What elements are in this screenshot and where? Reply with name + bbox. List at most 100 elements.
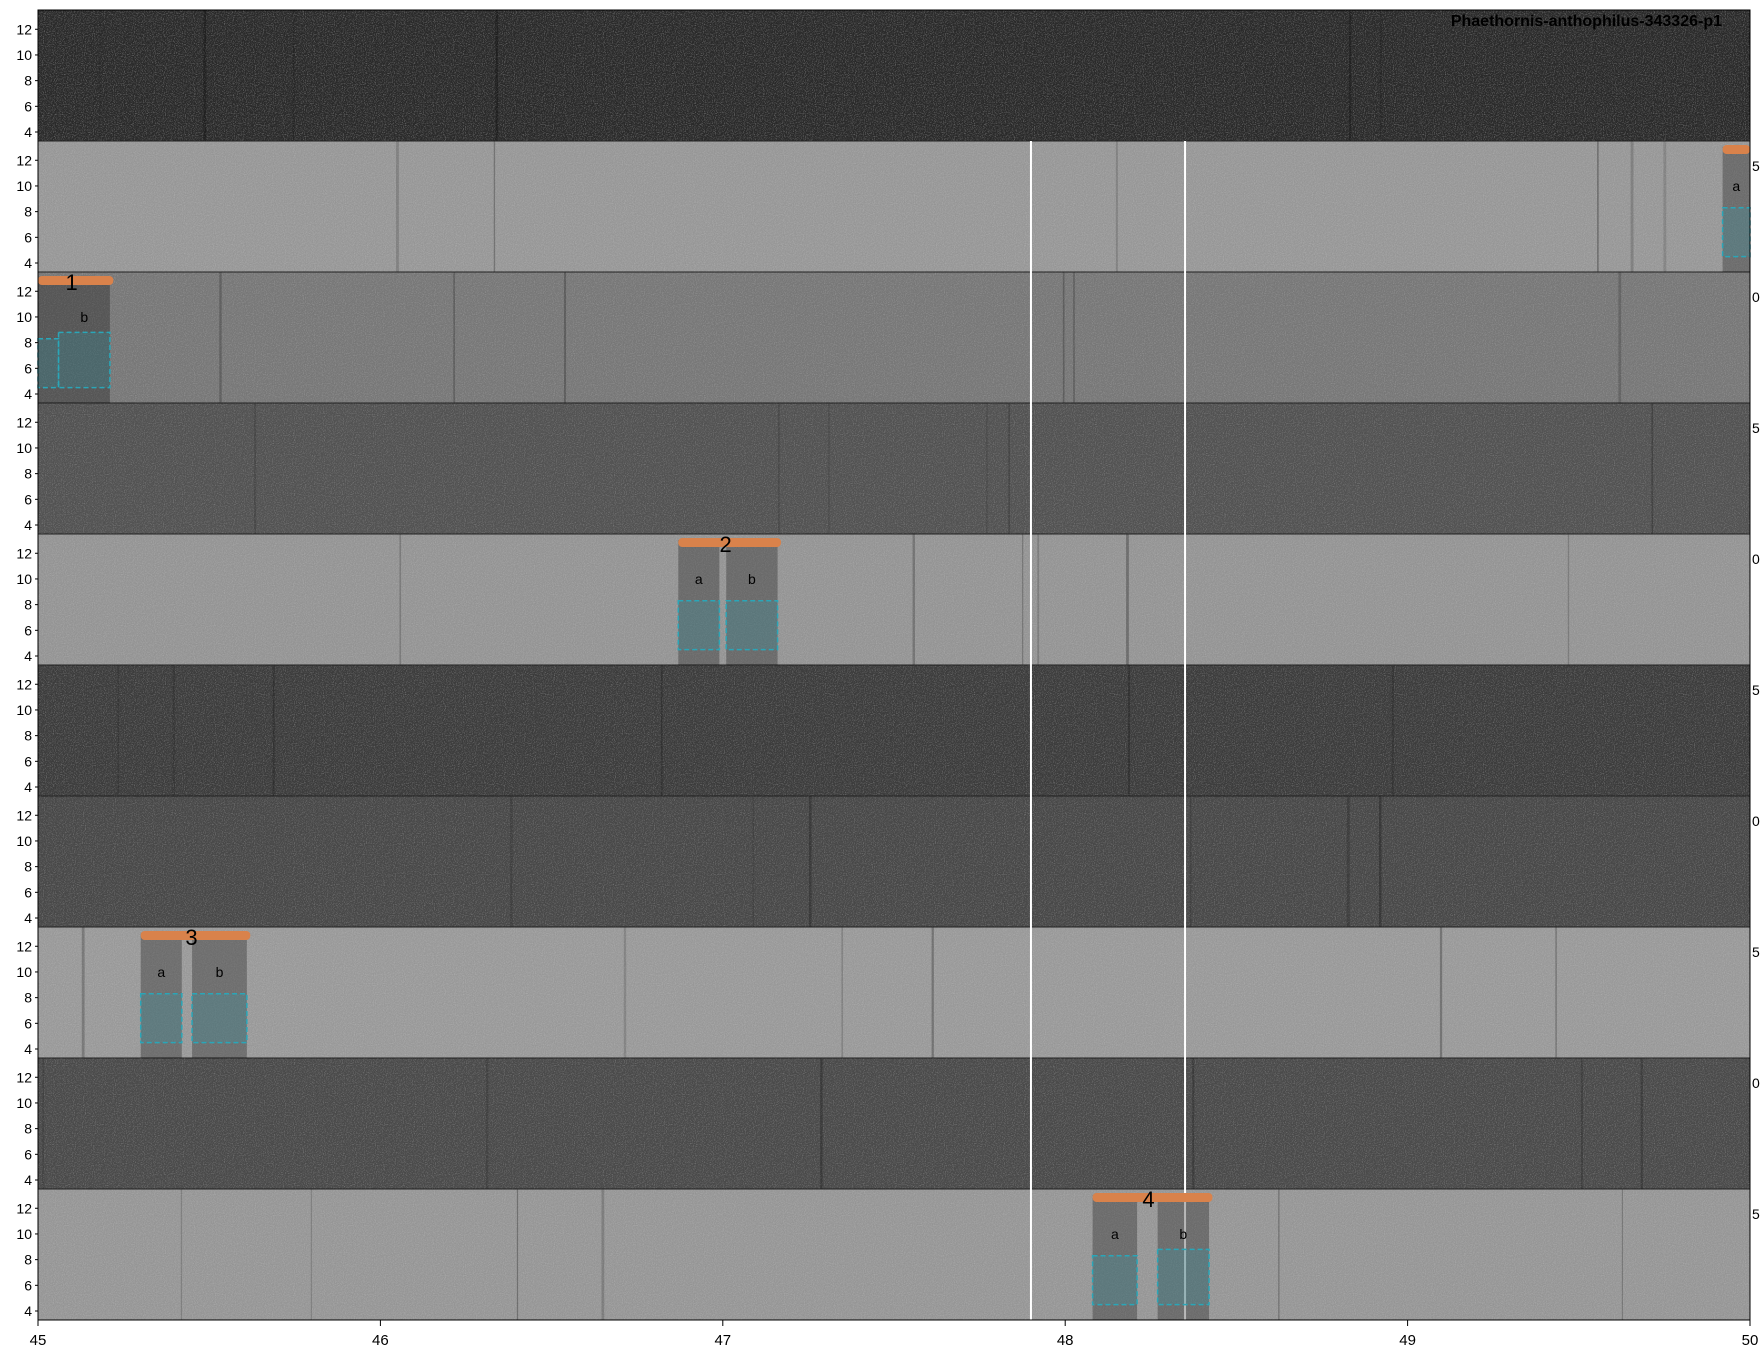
y-tick-label: 8 (24, 728, 32, 744)
y-tick-label: 8 (24, 73, 32, 89)
song-bar (140, 931, 251, 940)
noise-streak (931, 927, 934, 1058)
y-tick-label: 6 (24, 98, 32, 114)
noise-streak (912, 534, 915, 665)
spectrogram-row-8 (38, 927, 1750, 1058)
noise-streak (1597, 141, 1599, 272)
y-tick-label: 6 (24, 1277, 32, 1293)
noise-streak (117, 665, 119, 796)
noise-streak (254, 403, 257, 534)
call-shading (678, 540, 720, 665)
noise-streak (660, 665, 663, 796)
call-shading (1157, 1195, 1210, 1320)
x-tick-label: 45 (30, 1332, 47, 1349)
spectrogram-row-4 (38, 403, 1750, 534)
y-tick-label: 12 (16, 545, 32, 561)
noise-streak (601, 1189, 605, 1320)
y-tick-label: 12 (16, 1069, 32, 1085)
spectrogram-row-6 (38, 665, 1750, 796)
x-tick-label: 46 (372, 1332, 389, 1349)
y-tick-label: 10 (16, 47, 32, 63)
noise-streak (81, 927, 85, 1058)
song-label: 2 (720, 532, 732, 557)
call-shading (726, 540, 778, 665)
y-tick-label: 4 (24, 648, 32, 664)
row-end-label: 5 (1752, 682, 1760, 698)
y-tick-label: 10 (16, 702, 32, 718)
x-tick-label: 48 (1057, 1332, 1074, 1349)
plot-frame (37, 9, 1751, 1321)
y-tick-label: 12 (16, 283, 32, 299)
noise-streak (99, 10, 101, 141)
call-shading (38, 278, 59, 403)
element-label: a (695, 571, 703, 587)
element-box (1156, 1248, 1210, 1306)
y-tick-label: 4 (24, 1041, 32, 1057)
noise-streak (1567, 534, 1570, 665)
noise-streak (1192, 1058, 1195, 1189)
element-label: a (1111, 1226, 1119, 1242)
call-shading (192, 933, 247, 1058)
y-tick-label: 12 (16, 414, 32, 430)
y-tick-label: 8 (24, 597, 32, 613)
noise-streak (272, 665, 275, 796)
noise-streak (396, 141, 399, 272)
x-tick-label: 49 (1399, 1332, 1416, 1349)
y-tick-label: 6 (24, 1015, 32, 1031)
element-box (1091, 1255, 1138, 1306)
element-label: b (80, 309, 88, 325)
noise-streak (1651, 403, 1654, 534)
y-tick-label: 4 (24, 124, 32, 140)
element-box (677, 600, 721, 651)
y-tick-label: 4 (24, 386, 32, 402)
y-tick-label: 10 (16, 571, 32, 587)
element-box (57, 331, 111, 389)
noise-streak (1391, 665, 1394, 796)
element-box (37, 338, 60, 389)
song-bar (678, 538, 782, 547)
y-tick-label: 4 (24, 517, 32, 533)
noise-streak (493, 141, 496, 272)
y-tick-label: 6 (24, 229, 32, 245)
noise-streak (1663, 141, 1667, 272)
y-tick-label: 12 (16, 152, 32, 168)
noise-streak (1621, 1189, 1623, 1320)
row-end-label: 5 (1752, 944, 1760, 960)
y-tick-label: 6 (24, 1146, 32, 1162)
y-tick-label: 4 (24, 1172, 32, 1188)
y-tick-label: 8 (24, 466, 32, 482)
noise-streak (808, 796, 812, 927)
y-tick-label: 8 (24, 335, 32, 351)
noise-streak (1008, 403, 1010, 534)
noise-streak (752, 796, 754, 927)
element-label: b (1179, 1226, 1187, 1242)
y-tick-label: 10 (16, 178, 32, 194)
y-tick-label: 6 (24, 753, 32, 769)
y-tick-label: 10 (16, 440, 32, 456)
spectrogram-row-3 (38, 272, 1750, 403)
y-tick-label: 12 (16, 21, 32, 37)
song-bar (1092, 1193, 1213, 1202)
y-tick-label: 4 (24, 255, 32, 271)
noise-streak (1126, 534, 1129, 665)
row-end-label: 0 (1752, 289, 1760, 305)
y-tick-label: 8 (24, 1252, 32, 1268)
noise-streak (495, 10, 499, 141)
element-box (139, 993, 183, 1044)
noise-streak (820, 1058, 823, 1189)
call-shading (1722, 147, 1750, 272)
y-tick-label: 12 (16, 938, 32, 954)
noise-streak (563, 272, 567, 403)
element-box (1721, 207, 1751, 258)
row-end-label: 0 (1752, 813, 1760, 829)
noise-streak (1115, 141, 1118, 272)
y-tick-label: 6 (24, 360, 32, 376)
noise-streak (1630, 141, 1634, 272)
y-tick-label: 6 (24, 622, 32, 638)
element-label: b (748, 571, 756, 587)
y-tick-label: 12 (16, 807, 32, 823)
noise-streak (1555, 927, 1557, 1058)
y-tick-label: 6 (24, 491, 32, 507)
row-end-label: 0 (1752, 551, 1760, 567)
spectrogram-row-1 (38, 10, 1750, 141)
